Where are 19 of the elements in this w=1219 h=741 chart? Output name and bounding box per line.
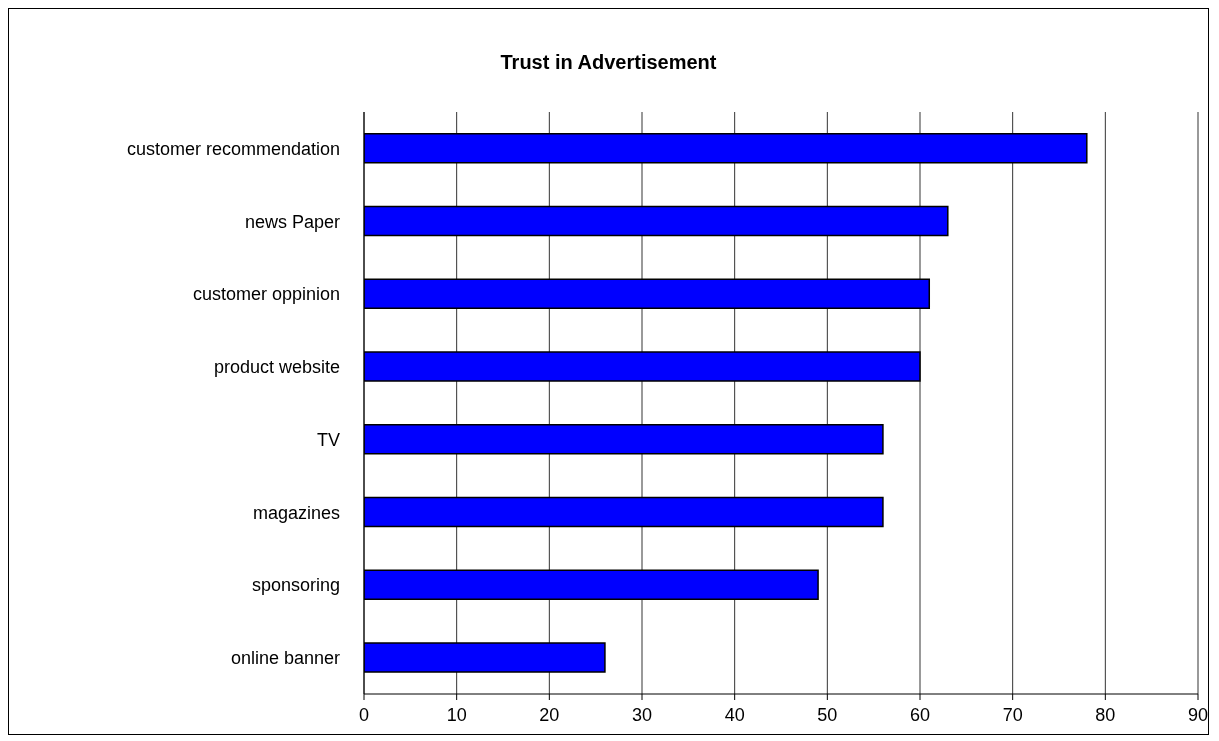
x-tick-label: 90 — [1187, 704, 1209, 725]
chart-title: Trust in Advertisement — [499, 51, 718, 74]
y-tick-label: TV — [316, 429, 340, 450]
x-tick-label: 30 — [631, 704, 653, 725]
x-tick-label: 50 — [817, 704, 838, 725]
y-tick-label: online banner — [230, 648, 340, 669]
y-tick-label: customer oppinion — [192, 284, 340, 305]
x-tick-label: 20 — [539, 704, 560, 725]
x-tick-label: 10 — [446, 704, 467, 725]
y-tick-label: product website — [213, 357, 340, 378]
y-tick-label: news Paper — [244, 211, 340, 232]
x-tick-label: 40 — [724, 704, 745, 725]
x-tick-label: 70 — [1002, 704, 1023, 725]
y-tick-label: magazines — [252, 502, 340, 523]
x-tick-label: 80 — [1095, 704, 1116, 725]
x-tick-label: 60 — [909, 704, 931, 725]
y-tick-label: customer recommendation — [126, 138, 340, 159]
y-tick-label: sponsoring — [251, 575, 340, 596]
x-tick-label: 0 — [358, 704, 370, 725]
